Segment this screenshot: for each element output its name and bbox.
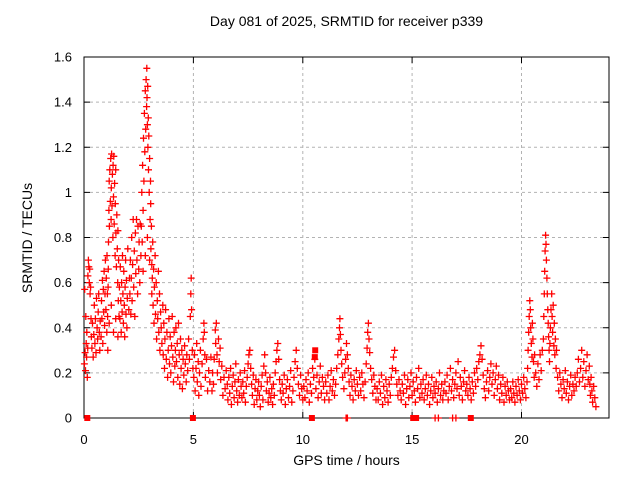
- y-axis-label: SRMTID / TECUs: [19, 182, 35, 294]
- svg-text:0: 0: [65, 411, 72, 426]
- svg-text:1.2: 1.2: [54, 140, 72, 155]
- x-axis-label: GPS time / hours: [293, 452, 400, 468]
- svg-text:1: 1: [65, 185, 72, 200]
- chart-title: Day 081 of 2025, SRMTID for receiver p33…: [209, 13, 484, 29]
- svg-text:10: 10: [296, 432, 310, 447]
- svg-text:15: 15: [405, 432, 419, 447]
- svg-text:20: 20: [514, 432, 528, 447]
- svg-text:0.4: 0.4: [54, 320, 72, 335]
- svg-text:0.8: 0.8: [54, 230, 72, 245]
- svg-text:1.4: 1.4: [54, 95, 72, 110]
- svg-text:0.6: 0.6: [54, 275, 72, 290]
- svg-text:0.2: 0.2: [54, 365, 72, 380]
- svg-text:5: 5: [190, 432, 197, 447]
- svg-text:1.6: 1.6: [54, 50, 72, 65]
- svg-text:0: 0: [80, 432, 87, 447]
